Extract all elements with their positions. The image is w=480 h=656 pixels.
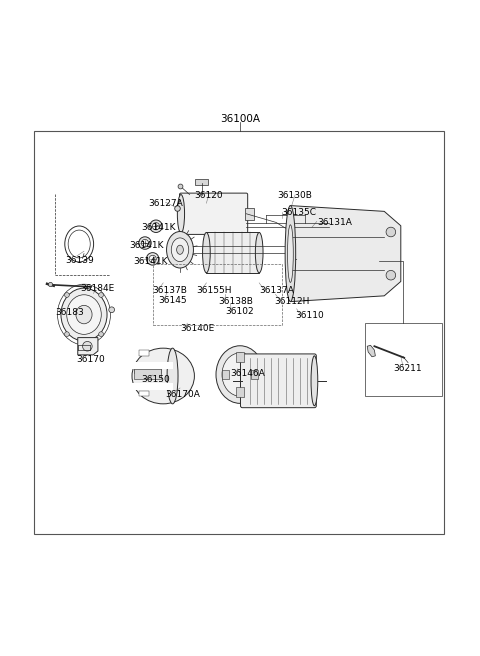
Text: 36127A: 36127A [148,199,183,208]
Text: 36183: 36183 [55,308,84,317]
Ellipse shape [222,353,258,396]
Ellipse shape [167,232,193,268]
Ellipse shape [171,238,189,262]
Ellipse shape [142,239,149,247]
Bar [206,232,259,273]
Ellipse shape [61,288,107,341]
Text: 36130B: 36130B [278,192,312,201]
Ellipse shape [178,195,184,233]
Bar [251,370,258,379]
Text: 36141K: 36141K [142,222,176,232]
Polygon shape [367,345,375,357]
Text: 36102: 36102 [226,307,254,316]
Text: 36110: 36110 [295,312,324,321]
Polygon shape [290,205,401,302]
Bar [153,264,282,325]
Text: 36170A: 36170A [166,390,201,399]
Bar [34,131,444,535]
Text: 36135C: 36135C [281,209,316,217]
Text: 36146A: 36146A [230,369,265,378]
Ellipse shape [285,205,296,302]
Ellipse shape [132,348,194,404]
Text: 36137B: 36137B [153,286,188,295]
Polygon shape [132,362,173,369]
Circle shape [287,237,294,245]
Circle shape [99,293,104,297]
Circle shape [99,332,104,337]
Text: 36138B: 36138B [218,297,253,306]
Ellipse shape [311,356,318,406]
Ellipse shape [177,245,183,255]
Text: 36141K: 36141K [133,257,168,266]
Bar [139,391,149,396]
Circle shape [386,227,396,237]
FancyBboxPatch shape [240,354,316,407]
Text: 36100A: 36100A [220,114,260,124]
Text: 36131A: 36131A [317,218,352,227]
Bar [134,369,161,379]
Text: 36150: 36150 [142,375,170,384]
Text: 36155H: 36155H [196,286,231,295]
Text: 36140E: 36140E [180,325,214,333]
Circle shape [109,307,115,313]
Bar [245,208,254,220]
Ellipse shape [146,253,159,265]
Circle shape [64,332,69,337]
FancyBboxPatch shape [180,193,248,234]
Bar [236,352,244,362]
Text: 36211: 36211 [394,364,422,373]
Text: 36139: 36139 [65,256,94,265]
Bar [139,350,149,356]
Ellipse shape [150,220,162,232]
Text: 36137A: 36137A [259,286,294,295]
Ellipse shape [139,237,151,249]
Ellipse shape [255,232,263,273]
Ellipse shape [216,346,264,403]
Bar [365,323,442,396]
Circle shape [83,341,92,351]
Text: 36112H: 36112H [275,297,310,306]
Ellipse shape [288,225,293,282]
Text: 36145: 36145 [158,296,187,304]
Bar [236,387,244,397]
Circle shape [386,270,396,280]
Bar [134,363,161,373]
Bar [195,179,208,185]
Ellipse shape [67,295,101,335]
Ellipse shape [149,255,156,262]
Text: 36141K: 36141K [130,241,164,250]
Ellipse shape [167,348,178,404]
Text: 36170: 36170 [76,355,105,363]
Text: 36184E: 36184E [81,283,115,293]
Circle shape [64,293,69,297]
Ellipse shape [203,232,210,273]
Polygon shape [78,338,98,355]
Polygon shape [132,383,173,390]
Ellipse shape [153,222,159,230]
Bar [222,370,229,379]
Text: 36120: 36120 [194,192,223,201]
Ellipse shape [76,305,92,324]
